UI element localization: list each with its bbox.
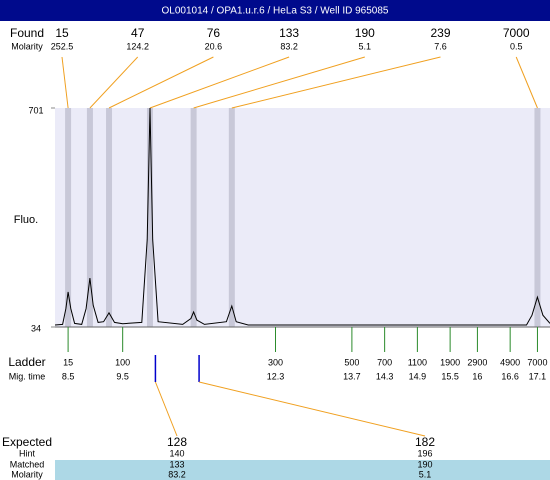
found-molarity: 20.6 bbox=[205, 41, 223, 51]
connector bbox=[193, 56, 365, 109]
mig-time: 16 bbox=[472, 371, 482, 381]
ladder-size: 1900 bbox=[440, 357, 460, 367]
peak-band bbox=[534, 108, 541, 327]
ladder-size: 2900 bbox=[467, 357, 487, 367]
ladder-size: 300 bbox=[268, 357, 283, 367]
found-label: Found bbox=[10, 26, 44, 40]
expected-size: 128 bbox=[167, 435, 187, 449]
connector bbox=[515, 56, 538, 109]
found-molarity: 124.2 bbox=[126, 41, 149, 51]
found-size: 47 bbox=[131, 26, 145, 40]
molarity-label: Molarity bbox=[11, 41, 43, 51]
connector bbox=[154, 381, 178, 437]
mig-time: 15.5 bbox=[441, 371, 459, 381]
found-size: 239 bbox=[430, 26, 450, 40]
ladder-size: 7000 bbox=[527, 357, 547, 367]
ladder-size: 700 bbox=[377, 357, 392, 367]
mig-time: 12.3 bbox=[267, 371, 285, 381]
peak-band bbox=[65, 108, 72, 327]
ladder-size: 1100 bbox=[408, 357, 427, 367]
molarity-label: Molarity bbox=[11, 469, 43, 479]
connector bbox=[89, 56, 139, 109]
matched-label: Matched bbox=[10, 459, 45, 469]
mig-time: 8.5 bbox=[62, 371, 75, 381]
mig-label: Mig. time bbox=[9, 371, 46, 381]
hint: 196 bbox=[417, 448, 432, 458]
ladder-label: Ladder bbox=[8, 355, 45, 369]
matched: 133 bbox=[169, 459, 184, 469]
expected-molarity: 5.1 bbox=[419, 469, 432, 479]
expected-molarity: 83.2 bbox=[168, 469, 186, 479]
y-tick-label: 34 bbox=[31, 323, 41, 333]
connector bbox=[108, 56, 214, 109]
found-size: 76 bbox=[207, 26, 221, 40]
found-molarity: 0.5 bbox=[510, 41, 523, 51]
found-size: 15 bbox=[55, 26, 69, 40]
title: OL001014 / OPA1.u.r.6 / HeLa S3 / Well I… bbox=[162, 6, 389, 17]
connector bbox=[149, 56, 290, 109]
expected-size: 182 bbox=[415, 435, 435, 449]
peak-band bbox=[146, 108, 153, 327]
found-size: 190 bbox=[355, 26, 375, 40]
peak-band bbox=[228, 108, 235, 327]
peak-band bbox=[106, 108, 113, 327]
mig-time: 9.5 bbox=[116, 371, 129, 381]
peak-band bbox=[86, 108, 93, 327]
hint: 140 bbox=[169, 448, 184, 458]
ladder-size: 500 bbox=[344, 357, 359, 367]
peak-band bbox=[190, 108, 197, 327]
found-molarity: 252.5 bbox=[51, 41, 74, 51]
title-bar bbox=[0, 0, 550, 21]
ladder-size: 15 bbox=[63, 357, 73, 367]
y-tick-label: 701 bbox=[28, 105, 43, 115]
mig-time: 16.6 bbox=[501, 371, 519, 381]
mig-time: 14.3 bbox=[376, 371, 394, 381]
mig-time: 14.9 bbox=[409, 371, 427, 381]
matched-band bbox=[55, 460, 550, 480]
found-molarity: 7.6 bbox=[434, 41, 447, 51]
found-size: 7000 bbox=[503, 26, 530, 40]
trace bbox=[54, 107, 550, 326]
ladder-size: 4900 bbox=[500, 357, 520, 367]
found-molarity: 83.2 bbox=[280, 41, 298, 51]
found-molarity: 5.1 bbox=[359, 41, 372, 51]
ladder-size: 100 bbox=[115, 357, 130, 367]
plot-area bbox=[55, 108, 550, 327]
expected-label: Expected bbox=[2, 435, 52, 449]
connector bbox=[231, 56, 441, 109]
connector bbox=[198, 381, 426, 437]
connector bbox=[61, 56, 69, 109]
hint-label: Hint bbox=[19, 448, 36, 458]
found-size: 133 bbox=[279, 26, 299, 40]
mig-time: 13.7 bbox=[343, 371, 361, 381]
y-label: Fluo. bbox=[14, 214, 38, 226]
matched: 190 bbox=[417, 459, 432, 469]
mig-time: 17.1 bbox=[529, 371, 547, 381]
